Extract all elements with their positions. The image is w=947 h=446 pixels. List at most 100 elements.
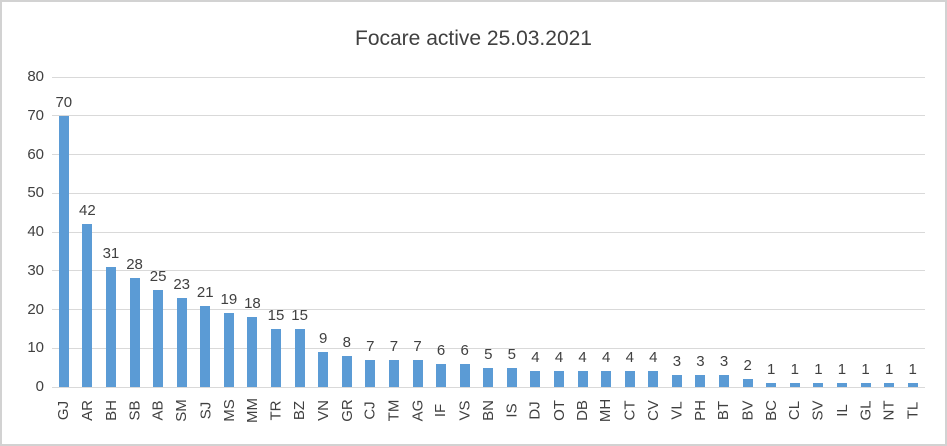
x-axis-label-text: SJ bbox=[196, 401, 214, 419]
bar-value-label: 4 bbox=[554, 349, 564, 366]
gridline bbox=[52, 309, 925, 310]
bar bbox=[719, 375, 730, 387]
gridline bbox=[52, 192, 925, 194]
x-axis-label-text: IL bbox=[833, 403, 851, 417]
bar bbox=[624, 371, 635, 387]
bar bbox=[294, 329, 305, 387]
bar bbox=[836, 383, 847, 387]
y-axis-tick-label: 0 bbox=[35, 378, 44, 395]
bar bbox=[247, 317, 258, 387]
bar-value-label: 1 bbox=[837, 361, 847, 378]
bar-value-label: 15 bbox=[291, 307, 308, 324]
y-axis-tick-label: 50 bbox=[27, 184, 44, 202]
x-axis-label: TL bbox=[898, 393, 928, 427]
bar bbox=[789, 383, 800, 387]
bar bbox=[530, 371, 541, 387]
bar bbox=[506, 368, 517, 387]
bar bbox=[884, 383, 895, 387]
bar-value-label: 42 bbox=[79, 202, 96, 219]
bar-value-label: 3 bbox=[696, 353, 705, 370]
bar-value-label: 6 bbox=[436, 342, 446, 359]
bar-value-label: 28 bbox=[126, 256, 143, 273]
bar bbox=[553, 371, 564, 387]
bar bbox=[318, 352, 329, 387]
bar bbox=[153, 290, 164, 387]
x-axis-label-text: AR bbox=[78, 399, 96, 421]
x-axis-label-text: BN bbox=[479, 399, 497, 421]
bar-value-label: 1 bbox=[908, 361, 917, 378]
y-axis-tick-label: 70 bbox=[27, 106, 44, 124]
bar-value-label: 4 bbox=[625, 349, 634, 366]
gridline bbox=[52, 76, 925, 78]
bar bbox=[577, 371, 588, 387]
bar bbox=[742, 379, 753, 387]
x-axis-line bbox=[52, 386, 925, 388]
bar-value-label: 1 bbox=[767, 361, 776, 378]
bar-value-label: 31 bbox=[102, 245, 120, 262]
bar bbox=[648, 371, 659, 387]
x-axis-label-text: MM bbox=[243, 397, 261, 423]
x-axis-label-text: IS bbox=[503, 402, 521, 418]
bar-value-label: 5 bbox=[507, 346, 516, 363]
bar bbox=[105, 267, 116, 387]
x-axis-label-text: BZ bbox=[291, 400, 309, 420]
x-axis-label-text: GJ bbox=[55, 400, 73, 420]
x-axis-label-text: BV bbox=[739, 399, 757, 421]
bar bbox=[271, 329, 282, 387]
bar-value-label: 19 bbox=[220, 291, 238, 308]
bar-value-label: 4 bbox=[649, 349, 658, 366]
gridline bbox=[52, 231, 925, 233]
x-axis-label-text: VL bbox=[668, 400, 686, 420]
bar-value-label: 8 bbox=[342, 334, 351, 351]
x-axis-label-text: TM bbox=[385, 399, 403, 421]
bar-value-label: 5 bbox=[484, 346, 493, 363]
x-axis-label-text: GL bbox=[857, 399, 875, 421]
bar-value-label: 70 bbox=[55, 94, 73, 111]
gridline bbox=[52, 347, 925, 349]
bar-value-label: 7 bbox=[389, 338, 399, 355]
bar-value-label: 2 bbox=[743, 357, 752, 374]
bar bbox=[388, 360, 399, 387]
x-axis-label-text: AG bbox=[409, 399, 426, 421]
bar bbox=[860, 383, 871, 387]
bar-value-label: 4 bbox=[578, 349, 587, 366]
bar-value-label: 1 bbox=[814, 361, 823, 378]
x-axis-label-text: VS bbox=[456, 399, 474, 421]
bar-value-label: 7 bbox=[413, 338, 422, 355]
bar bbox=[459, 364, 470, 387]
x-axis-label-text: CT bbox=[621, 400, 639, 420]
bar-value-label: 25 bbox=[149, 268, 167, 285]
bar-value-label: 23 bbox=[173, 276, 191, 293]
bar bbox=[341, 356, 352, 387]
bar bbox=[813, 383, 824, 387]
x-axis-label-text: CV bbox=[644, 399, 662, 421]
x-axis-label-text: SM bbox=[173, 398, 191, 422]
bar bbox=[436, 364, 447, 387]
chart-title: Focare active 25.03.2021 bbox=[355, 27, 592, 50]
x-axis-label-text: AB bbox=[149, 399, 167, 421]
y-axis-tick-label: 60 bbox=[27, 145, 44, 163]
bar-value-label: 3 bbox=[719, 353, 729, 370]
bar-value-label: 6 bbox=[460, 342, 469, 359]
x-axis-label-text: DJ bbox=[526, 400, 544, 420]
bar-value-label: 9 bbox=[319, 330, 328, 347]
y-axis-tick-label: 40 bbox=[27, 223, 44, 240]
bar bbox=[58, 116, 69, 387]
bar bbox=[601, 371, 612, 387]
x-axis-label-text: TR bbox=[267, 400, 285, 420]
bar bbox=[766, 383, 777, 387]
x-axis-label-text: SV bbox=[809, 399, 827, 421]
x-axis-label-text: OT bbox=[550, 399, 568, 421]
x-axis-label-text: CL bbox=[786, 400, 804, 420]
bar-value-label: 7 bbox=[366, 338, 375, 355]
bar-value-label: 1 bbox=[790, 361, 799, 378]
x-axis-label-text: VN bbox=[314, 399, 332, 421]
y-axis-tick-label: 80 bbox=[27, 68, 44, 85]
y-axis-tick-label: 20 bbox=[27, 300, 44, 318]
bar bbox=[176, 298, 187, 387]
x-axis-label-text: MH bbox=[597, 398, 615, 422]
bar-value-label: 18 bbox=[244, 295, 261, 312]
x-axis-label-text: BT bbox=[715, 400, 733, 420]
bar bbox=[200, 306, 211, 387]
x-axis-label-text: DB bbox=[574, 399, 592, 421]
